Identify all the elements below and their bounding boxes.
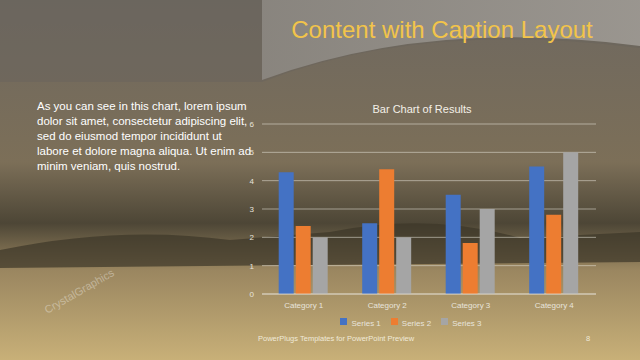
- svg-text:0: 0: [250, 290, 255, 299]
- svg-text:5: 5: [250, 148, 255, 157]
- svg-text:2: 2: [250, 233, 255, 242]
- svg-text:3: 3: [250, 205, 255, 214]
- svg-text:Category 2: Category 2: [368, 301, 408, 310]
- svg-text:6: 6: [250, 120, 255, 129]
- svg-text:1: 1: [250, 262, 255, 271]
- svg-text:Category 4: Category 4: [535, 301, 575, 310]
- svg-text:4: 4: [250, 177, 255, 186]
- svg-text:Category 1: Category 1: [284, 301, 324, 310]
- svg-text:Category 3: Category 3: [451, 301, 491, 310]
